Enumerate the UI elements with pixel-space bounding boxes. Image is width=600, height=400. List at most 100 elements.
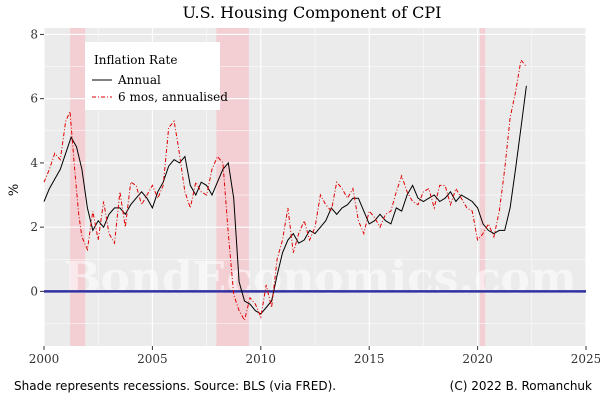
series-1-point <box>369 210 370 211</box>
series-1-point <box>407 191 408 192</box>
series-0-point <box>331 207 332 208</box>
series-0-point <box>369 223 370 224</box>
series-0-point <box>103 227 104 228</box>
series-1-point <box>65 121 66 122</box>
series-1-point <box>178 146 179 147</box>
x-axis-ticks: 2000 2005 2010 2015 2020 2025 <box>29 346 600 366</box>
series-1-point <box>331 210 332 211</box>
series-1-point <box>125 227 126 228</box>
series-1-point <box>363 233 364 234</box>
series-1-point <box>336 182 337 183</box>
series-0-point <box>282 252 283 253</box>
series-1-point <box>482 233 483 234</box>
series-0-point <box>136 198 137 199</box>
series-1-point <box>249 297 250 298</box>
series-1-point <box>54 153 55 154</box>
series-0-point <box>184 156 185 157</box>
series-1-point <box>233 294 234 295</box>
series-0-point <box>119 207 120 208</box>
series-1-point <box>510 117 511 118</box>
recession-band-2 <box>479 28 486 346</box>
series-1-point <box>304 220 305 221</box>
series-0-point <box>43 201 44 202</box>
series-1-point <box>228 233 229 234</box>
series-1-point <box>444 185 445 186</box>
y-tick-label: 4 <box>30 156 38 170</box>
series-0-point <box>98 220 99 221</box>
series-1-point <box>477 239 478 240</box>
series-0-point <box>211 194 212 195</box>
series-1-point <box>157 198 158 199</box>
series-0-point <box>407 194 408 195</box>
series-1-point <box>390 210 391 211</box>
series-1-point <box>49 169 50 170</box>
series-0-point <box>455 201 456 202</box>
y-axis-label: % <box>7 184 22 196</box>
x-tick-label: 2005 <box>137 352 168 366</box>
series-1-point <box>108 233 109 234</box>
series-1-point <box>396 191 397 192</box>
y-tick-label: 6 <box>30 92 38 106</box>
series-0-point <box>228 162 229 163</box>
series-0-point <box>152 207 153 208</box>
series-1-point <box>195 182 196 183</box>
series-1-point <box>526 66 527 67</box>
series-0-point <box>379 214 380 215</box>
series-1-point <box>293 252 294 253</box>
series-0-point <box>54 178 55 179</box>
series-0-point <box>342 207 343 208</box>
legend-box <box>85 42 220 110</box>
series-0-point <box>157 191 158 192</box>
series-0-point <box>412 185 413 186</box>
series-0-point <box>81 169 82 170</box>
series-0-point <box>304 239 305 240</box>
series-0-point <box>195 194 196 195</box>
series-1-point <box>325 204 326 205</box>
series-1-point <box>309 239 310 240</box>
series-1-point <box>423 191 424 192</box>
series-0-point <box>520 127 521 128</box>
series-1-point <box>342 188 343 189</box>
series-0-point <box>271 300 272 301</box>
series-0-point <box>488 230 489 231</box>
series-1-point <box>298 233 299 234</box>
series-1-point <box>141 204 142 205</box>
series-1-point <box>493 236 494 237</box>
series-1-point <box>472 210 473 211</box>
series-0-point <box>168 166 169 167</box>
footer-copyright: (C) 2022 B. Romanchuk <box>450 379 592 393</box>
series-0-point <box>363 210 364 211</box>
series-0-point <box>222 169 223 170</box>
series-0-point <box>482 223 483 224</box>
series-0-point <box>444 198 445 199</box>
series-1-point <box>282 239 283 240</box>
x-tick-label: 2020 <box>462 352 493 366</box>
series-0-point <box>526 85 527 86</box>
x-tick-label: 2000 <box>29 352 60 366</box>
series-0-point <box>114 207 115 208</box>
series-1-point <box>276 259 277 260</box>
series-1-point <box>184 191 185 192</box>
series-0-point <box>477 207 478 208</box>
series-0-point <box>352 198 353 199</box>
series-0-point <box>325 220 326 221</box>
series-1-point <box>455 188 456 189</box>
footer-source: Shade represents recessions. Source: BLS… <box>14 379 336 393</box>
series-0-point <box>298 243 299 244</box>
series-1-point <box>520 60 521 61</box>
series-0-point <box>239 281 240 282</box>
series-1-point <box>466 207 467 208</box>
series-1-point <box>206 194 207 195</box>
series-1-point <box>146 194 147 195</box>
series-0-point <box>347 204 348 205</box>
series-0-point <box>417 198 418 199</box>
recession-band-1 <box>216 28 249 346</box>
series-0-point <box>472 201 473 202</box>
y-tick-label: 8 <box>30 27 38 41</box>
series-1-point <box>244 320 245 321</box>
series-1-point <box>260 316 261 317</box>
series-1-point <box>358 220 359 221</box>
series-1-point <box>163 185 164 186</box>
series-0-point <box>314 233 315 234</box>
series-1-point <box>515 92 516 93</box>
